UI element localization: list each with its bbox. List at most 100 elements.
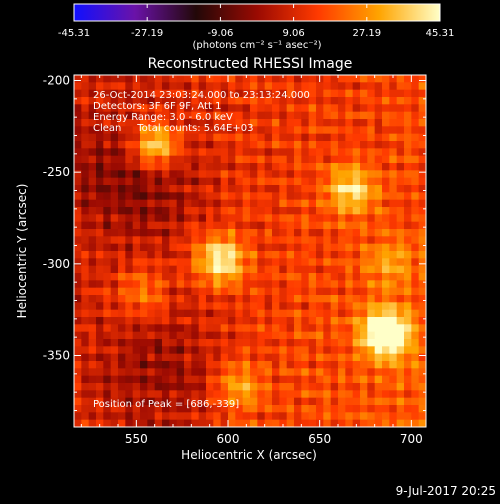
heatmap-cell — [110, 111, 119, 120]
heatmap-cell — [74, 280, 82, 289]
heatmap-cell — [220, 207, 229, 215]
heatmap-cell — [242, 412, 251, 421]
heatmap-cell — [191, 375, 200, 384]
heatmap-cell — [169, 199, 178, 208]
heatmap-cell — [264, 258, 273, 267]
heatmap-cell — [235, 412, 244, 421]
heatmap-cell — [110, 412, 119, 421]
heatmap-cell — [411, 214, 420, 223]
heatmap-cell — [418, 97, 426, 105]
heatmap-cell — [374, 229, 383, 237]
heatmap-cell — [176, 265, 185, 274]
colorbar-gradient — [73, 3, 441, 22]
heatmap-cell — [382, 243, 390, 252]
heatmap-cell — [132, 383, 141, 391]
heatmap-cell — [96, 163, 104, 171]
heatmap-cell — [272, 126, 280, 135]
heatmap-cell — [198, 141, 207, 149]
heatmap-cell — [352, 317, 361, 325]
heatmap-cell — [154, 390, 163, 399]
heatmap-cell — [367, 207, 376, 215]
heatmap-cell — [162, 111, 170, 120]
heatmap-cell — [242, 148, 251, 157]
heatmap-cell — [118, 361, 126, 369]
heatmap-cell — [147, 331, 156, 340]
heatmap-cell — [338, 280, 346, 289]
heatmap-cell — [235, 229, 244, 237]
heatmap-cell — [228, 368, 236, 377]
heatmap-cell — [345, 295, 354, 303]
heatmap-cell — [140, 368, 148, 377]
heatmap-cell — [198, 82, 207, 91]
heatmap-cell — [198, 280, 207, 289]
heatmap-cell — [154, 419, 163, 427]
heatmap-cell — [96, 243, 104, 252]
heatmap-cell — [140, 302, 148, 311]
heatmap-cell — [206, 280, 214, 289]
heatmap-cell — [198, 419, 207, 427]
heatmap-cell — [279, 368, 288, 377]
heatmap-cell — [88, 177, 97, 186]
heatmap-cell — [418, 317, 426, 325]
heatmap-cell — [382, 111, 390, 120]
heatmap-cell — [286, 104, 295, 113]
heatmap-cell — [74, 339, 82, 347]
heatmap-cell — [140, 199, 148, 208]
heatmap-cell — [88, 353, 97, 362]
heatmap-cell — [96, 148, 104, 157]
heatmap-cell — [198, 155, 207, 164]
heatmap-cell — [132, 309, 141, 318]
heatmap-cell — [220, 273, 229, 281]
heatmap-cell — [286, 265, 295, 274]
heatmap-cell — [132, 287, 141, 296]
heatmap-cell — [257, 309, 266, 318]
colorbar-ticks: -45.31 -27.19 -9.06 9.06 27.19 45.31 — [58, 4, 454, 39]
heatmap-cell — [213, 119, 222, 127]
heatmap-cell — [352, 214, 361, 223]
heatmap-cell — [338, 412, 346, 421]
heatmap-cell — [316, 155, 324, 164]
heatmap-cell — [198, 133, 207, 142]
heatmap-cell — [418, 214, 426, 223]
heatmap-cell — [88, 309, 97, 318]
heatmap-cell — [257, 119, 266, 127]
heatmap-cell — [191, 243, 200, 252]
heatmap-cell — [206, 170, 214, 179]
heatmap-cell — [382, 258, 390, 267]
heatmap-cell — [198, 89, 207, 98]
heatmap-cell — [374, 346, 383, 355]
heatmap-cell — [294, 82, 302, 91]
heatmap-cell — [74, 390, 82, 399]
heatmap-cell — [264, 405, 273, 413]
heatmap-cell — [198, 243, 207, 252]
heatmap-cell — [367, 170, 376, 179]
heatmap-cell — [110, 309, 119, 318]
heatmap-cell — [301, 287, 310, 296]
heatmap-cell — [330, 302, 339, 311]
heatmap-cell — [374, 221, 383, 230]
heatmap-cell — [316, 89, 324, 98]
heatmap-cell — [404, 251, 412, 259]
heatmap-cell — [418, 111, 426, 120]
heatmap-cell — [74, 397, 82, 406]
heatmap-cell — [176, 383, 185, 391]
heatmap-cell — [81, 302, 90, 311]
heatmap-cell — [286, 295, 295, 303]
heatmap-cell — [330, 97, 339, 105]
heatmap-cell — [404, 104, 412, 113]
heatmap-cell — [228, 295, 236, 303]
heatmap-cell — [140, 309, 148, 318]
heatmap-cell — [103, 75, 112, 83]
heatmap-cell — [294, 75, 302, 83]
heatmap-cell — [367, 229, 376, 237]
heatmap-cell — [323, 251, 332, 259]
heatmap-cell — [301, 251, 310, 259]
heatmap-cell — [418, 287, 426, 296]
heatmap-cell — [323, 419, 332, 427]
heatmap-cell — [272, 317, 280, 325]
heatmap-cell — [74, 177, 82, 186]
heatmap-cell — [191, 221, 200, 230]
heatmap-cell — [382, 317, 390, 325]
heatmap-cell — [323, 273, 332, 281]
heatmap-cell — [220, 375, 229, 384]
